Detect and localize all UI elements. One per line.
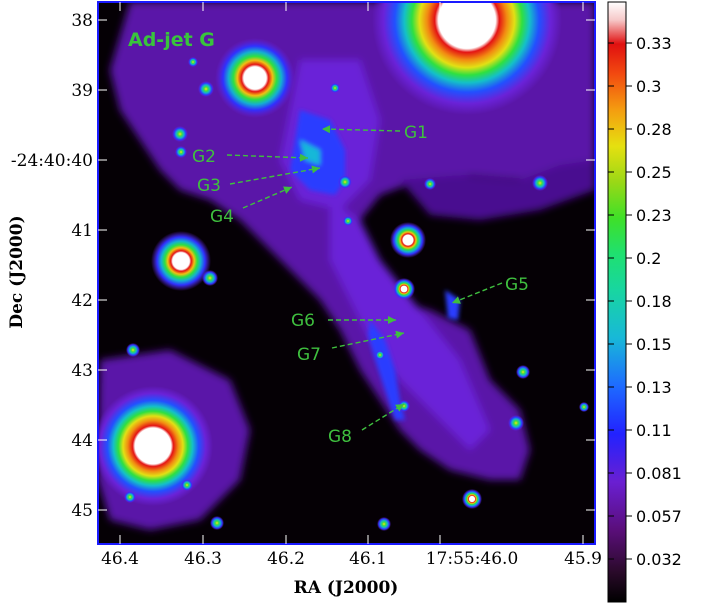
- annotation-g5: G5: [451, 275, 529, 304]
- arrowhead-icon: [388, 316, 396, 324]
- annotation-g2: G2: [192, 147, 309, 167]
- y-tick-label: 41: [71, 221, 93, 241]
- annotation-arrow-line: [226, 154, 309, 159]
- jet-filament: [290, 110, 460, 420]
- arrowhead-icon: [395, 404, 404, 412]
- annotation-arrow-line: [361, 403, 405, 431]
- colorbar-tick-label: 0.33: [636, 34, 672, 53]
- colorbar: [607, 1, 627, 603]
- colorbar-tick-label: 0.3: [636, 77, 661, 96]
- annotation-g3: G3: [197, 165, 321, 196]
- star: [390, 222, 426, 258]
- y-tick-label: 39: [71, 81, 93, 101]
- annotation-g7: G7: [297, 330, 405, 365]
- y-tick-label: -24:40:40: [11, 151, 93, 171]
- arrowhead-icon: [299, 153, 308, 162]
- annotation-label: G7: [297, 345, 321, 365]
- star: [393, 278, 415, 300]
- image-frame: [97, 1, 596, 545]
- y-tick-label: 45: [71, 501, 93, 521]
- annotation-label: G1: [404, 123, 428, 143]
- sky-image: [98, 2, 595, 544]
- annotation-arrow-line: [242, 186, 293, 209]
- panel-title: Ad-jet G: [128, 29, 215, 51]
- y-tick-label: 43: [71, 361, 93, 381]
- y-tick-label: 44: [71, 431, 93, 451]
- x-tick-label: 45.9: [564, 549, 602, 569]
- arrowhead-icon: [283, 186, 292, 194]
- colorbar-tick-label: 0.18: [636, 292, 672, 311]
- x-tick-label: 17:55:46.0: [426, 549, 519, 569]
- star: [151, 231, 211, 291]
- colorbar-tick-label: 0.081: [636, 464, 682, 483]
- arrowhead-icon: [452, 296, 461, 304]
- y-tick-label: 38: [71, 11, 93, 31]
- bright-star: [98, 386, 213, 506]
- arrowhead-icon: [395, 330, 404, 339]
- x-tick-label: 46.1: [349, 549, 387, 569]
- axis-ticks: 46.4 46.3 46.2 46.1 17:55:46.0 45.9 38 39 -24:40…: [11, 2, 602, 569]
- annotation-arrow-line: [229, 167, 321, 185]
- annotation-label: G6: [291, 311, 315, 331]
- colorbar-ticks: 0.33 0.3 0.28 0.25 0.23 0.2 0.18 0.15 0.13 0.11 0.…: [608, 34, 682, 569]
- annotation-label: G2: [192, 147, 216, 167]
- faint-stars: [124, 57, 589, 531]
- bright-star: [372, 2, 562, 115]
- annotation-arrow-line: [321, 128, 401, 132]
- colorbar-tick-label: 0.23: [636, 206, 672, 225]
- annotation-label: G3: [197, 176, 221, 196]
- colorbar-tick-label: 0.28: [636, 120, 672, 139]
- annotations: G1 G2 G3 G4 G5 G6 G7 G8: [192, 123, 529, 447]
- colorbar-tick-label: 0.032: [636, 550, 682, 569]
- annotation-arrow-line: [331, 332, 405, 349]
- bright-star: [215, 38, 295, 118]
- annotation-label: G5: [505, 275, 529, 295]
- annotation-label: G8: [328, 427, 352, 447]
- colorbar-tick-label: 0.2: [636, 249, 661, 268]
- colorbar-tick-label: 0.15: [636, 335, 672, 354]
- annotation-arrow-line: [451, 282, 503, 304]
- arrowhead-icon: [311, 165, 320, 174]
- colorbar-tick-label: 0.11: [636, 421, 672, 440]
- annotation-g1: G1: [321, 123, 428, 143]
- annotation-g4: G4: [210, 186, 293, 227]
- arrowhead-icon: [322, 125, 331, 134]
- star: [462, 489, 482, 509]
- x-axis-title: RA (J2000): [294, 578, 399, 598]
- annotation-g8: G8: [328, 403, 405, 447]
- annotation-g6: G6: [291, 311, 396, 331]
- colorbar-tick-label: 0.13: [636, 378, 672, 397]
- annotation-label: G4: [210, 207, 234, 227]
- colorbar-tick-label: 0.25: [636, 163, 672, 182]
- x-tick-label: 46.2: [267, 549, 305, 569]
- colorbar-tick-label: 0.057: [636, 507, 682, 526]
- x-tick-label: 46.4: [101, 549, 139, 569]
- y-axis-title: Dec (J2000): [7, 215, 27, 328]
- x-tick-label: 46.3: [184, 549, 222, 569]
- y-tick-label: 42: [71, 291, 93, 311]
